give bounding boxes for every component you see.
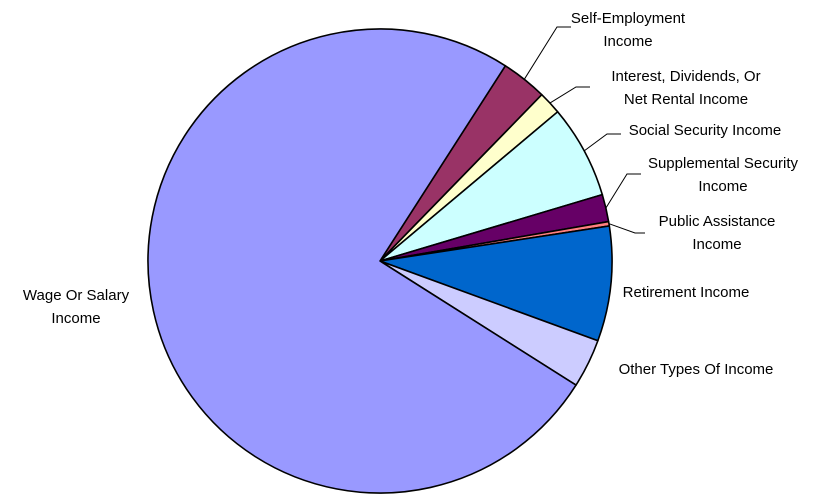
leader-line-0 [523,26,571,80]
pie-label-5: Retirement Income [623,284,750,301]
leader-line-2 [583,133,621,152]
leader-line-1 [549,86,590,104]
pie-slice-5 [379,225,613,342]
pie-label-4: Public Assistance Income [659,213,776,253]
leader-line-4 [608,223,645,234]
pie-label-0: Self-Employment Income [571,10,686,50]
pie-slice-7 [147,28,577,494]
pie-label-3: Supplemental Security Income [648,155,799,195]
pie-label-1: Interest, Dividends, Or Net Rental Income [611,68,760,108]
pie-labels: Self-Employment Income Interest, Dividends… [23,10,799,378]
pie-label-6: Other Types Of Income [619,361,774,378]
pie-leader-lines [523,26,645,234]
pie-slices [147,28,613,494]
leader-line-3 [605,173,641,209]
pie-label-2: Social Security Income [629,122,782,139]
pie-label-7: Wage Or Salary Income [23,287,130,327]
